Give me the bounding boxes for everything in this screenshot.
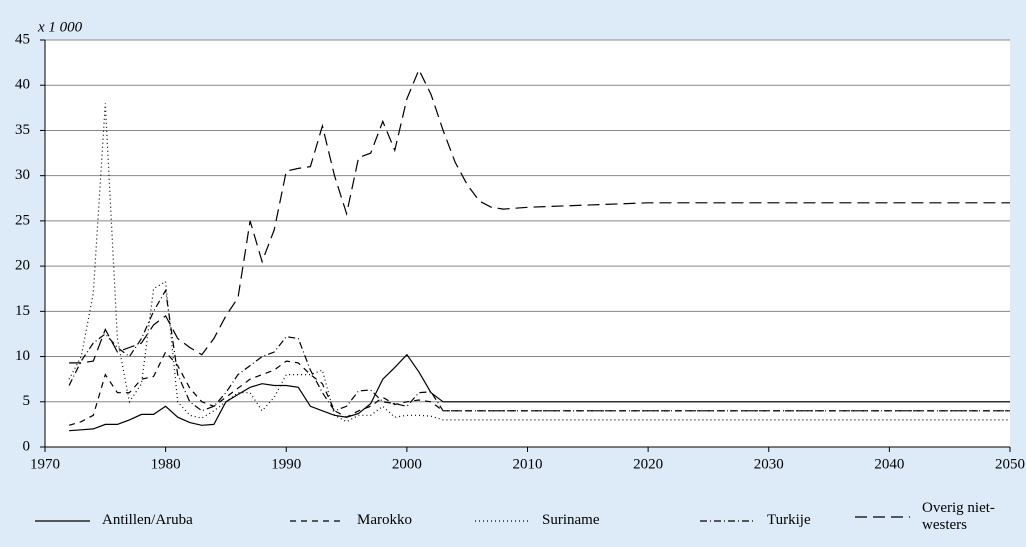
legend-label: Suriname <box>542 512 600 528</box>
legend-item: Turkije <box>700 512 811 529</box>
x-tick-label: 1980 <box>151 456 181 472</box>
legend-swatch <box>475 519 530 522</box>
series-line <box>69 68 1010 364</box>
y-tick-label: 5 <box>23 393 31 409</box>
legend-swatch <box>855 516 910 518</box>
legend-swatch <box>290 519 345 522</box>
x-tick-label: 1990 <box>271 456 301 472</box>
x-tick-label: 2010 <box>513 456 543 472</box>
x-tick-label: 2040 <box>874 456 904 472</box>
legend-swatch <box>35 519 90 522</box>
legend-label: Turkije <box>767 512 811 528</box>
x-tick-label: 2020 <box>633 456 663 472</box>
y-tick-label: 45 <box>15 31 30 47</box>
x-tick-label: 2000 <box>392 456 422 472</box>
legend-item: Antillen/Aruba <box>35 512 193 529</box>
legend-swatch <box>700 519 755 522</box>
x-tick-label: 2030 <box>754 456 784 472</box>
plot-area <box>45 40 1010 447</box>
y-tick-label: 40 <box>15 77 30 93</box>
legend-label: Antillen/Aruba <box>102 512 193 528</box>
legend-label: Marokko <box>357 512 412 528</box>
y-tick-label: 20 <box>15 258 30 274</box>
y-axis-label: x 1 000 <box>37 19 83 35</box>
legend-item: Overig niet-westers <box>855 500 1026 534</box>
x-tick-label: 2050 <box>995 456 1025 472</box>
legend-item: Suriname <box>475 512 600 529</box>
x-tick-label: 1970 <box>30 456 60 472</box>
y-tick-label: 35 <box>15 122 30 138</box>
series-line <box>68 288 1010 412</box>
legend-label: Overig niet-westers <box>922 500 995 533</box>
y-tick-label: 0 <box>23 438 31 454</box>
y-tick-label: 25 <box>15 212 30 228</box>
y-tick-label: 10 <box>15 348 30 364</box>
y-tick-label: 30 <box>15 167 30 183</box>
y-tick-label: 15 <box>15 303 30 319</box>
series-line <box>69 353 1010 432</box>
legend-item: Marokko <box>290 512 412 529</box>
